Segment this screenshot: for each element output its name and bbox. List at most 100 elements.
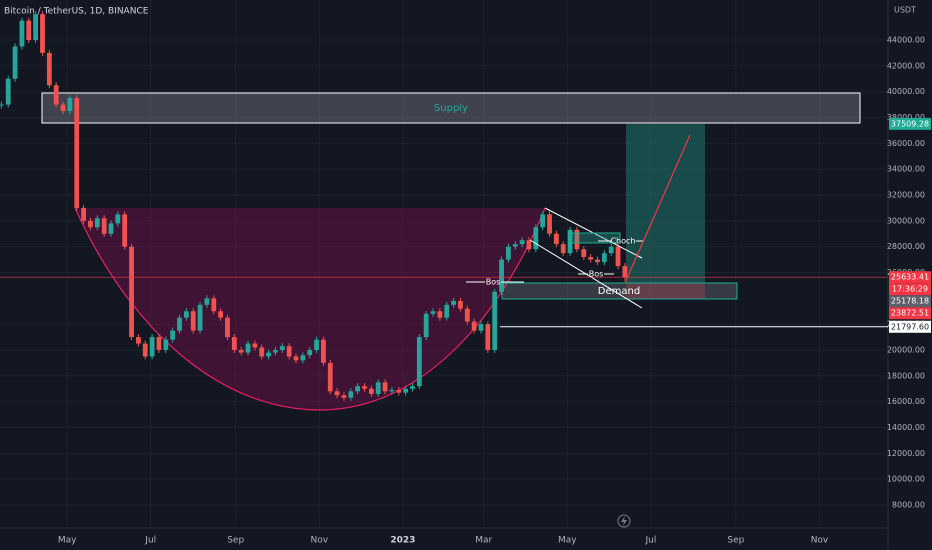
candle (238, 350, 244, 353)
x-tick-label: Nov (811, 536, 829, 546)
candle (506, 246, 511, 260)
candle (403, 388, 409, 393)
candle (245, 343, 251, 353)
candle (478, 324, 484, 331)
price-badge-label: 23872.51 (891, 309, 929, 318)
candle (410, 386, 415, 389)
x-tick-label: May (58, 536, 77, 546)
x-tick-label: May (558, 536, 577, 546)
candle (300, 355, 306, 361)
candle (5, 78, 11, 105)
candle (355, 386, 361, 392)
candle (588, 257, 594, 260)
candle (170, 330, 176, 340)
candle (88, 220, 93, 228)
replay-icon[interactable] (617, 514, 631, 528)
candle (458, 300, 463, 309)
candle (327, 362, 333, 392)
candle (26, 20, 32, 40)
chart-title: Bitcoin / TetherUS, 1D, BINANCE (4, 7, 149, 17)
candle (197, 304, 203, 331)
price-badge (889, 320, 931, 333)
candle (430, 311, 436, 314)
y-tick-label: 38000.00 (887, 113, 925, 122)
candle (334, 391, 340, 396)
candle (122, 214, 128, 247)
supply-label: Supply (434, 103, 468, 114)
candle (382, 382, 388, 392)
price-badge-label: 25633.41 (891, 273, 929, 282)
choch-label: Choch (610, 237, 635, 246)
candle (177, 317, 182, 331)
demand-label: Demand (598, 286, 640, 297)
candle (293, 356, 299, 361)
candle (464, 308, 470, 322)
price-badge-label: 37509.28 (891, 119, 929, 128)
y-tick-label: 20000.00 (887, 346, 925, 355)
candle (252, 343, 258, 348)
candle (567, 229, 573, 254)
candle (396, 390, 402, 393)
price-badge (889, 117, 931, 130)
target-path (624, 134, 691, 284)
price-badge-label: 17:36:29 (892, 285, 928, 294)
candle (314, 339, 319, 350)
candle (485, 324, 491, 350)
y-tick-label: 36000.00 (887, 139, 925, 148)
choch-zone (568, 232, 621, 244)
candle (12, 46, 18, 79)
candle (60, 104, 66, 112)
candle (94, 218, 100, 228)
candle (142, 343, 148, 357)
icon-bolt[interactable] (621, 516, 627, 526)
demand-zone (501, 282, 738, 300)
candle (101, 218, 107, 234)
candle (149, 337, 155, 357)
candle (211, 298, 217, 312)
price-badge (889, 307, 931, 320)
price-badge-label: 25178.18 (891, 297, 929, 306)
y-tick-label: 8000.00 (892, 501, 925, 510)
candle (67, 98, 73, 112)
y-tick-label: 32000.00 (887, 191, 925, 200)
candle (218, 311, 224, 318)
y-tick-label: 40000.00 (887, 87, 925, 96)
candle (74, 98, 80, 208)
price-badge-label: 21797.60 (891, 322, 929, 331)
candle (286, 346, 292, 357)
candle (362, 386, 367, 389)
bos-label: Bos (486, 278, 501, 287)
y-tick-label: 28000.00 (887, 242, 925, 251)
candle (46, 52, 52, 86)
y-tick-label: 30000.00 (887, 216, 925, 225)
y-tick-label: 42000.00 (887, 61, 925, 70)
target-zone (626, 124, 705, 283)
price-badge (889, 295, 931, 308)
candle (190, 311, 196, 331)
icon-ring[interactable] (617, 514, 631, 528)
candle (163, 339, 169, 350)
candle (81, 207, 86, 221)
candle (341, 395, 347, 398)
candle (266, 352, 271, 357)
candle (519, 240, 525, 245)
candle (574, 229, 580, 250)
candle (499, 259, 504, 292)
currency-label: USDT (894, 6, 916, 15)
candle (225, 317, 230, 338)
y-tick-label: 12000.00 (887, 449, 925, 458)
candle (526, 240, 532, 250)
candle (348, 391, 354, 398)
candle (231, 337, 237, 350)
candle (608, 246, 614, 254)
candle (40, 14, 45, 53)
candle (19, 20, 25, 47)
price-badge (889, 271, 931, 284)
candle (471, 321, 477, 331)
x-tick-label: Jul (644, 536, 656, 546)
candle (129, 246, 134, 338)
y-tick-label: 44000.00 (887, 36, 925, 45)
y-tick-label: 18000.00 (887, 371, 925, 380)
bos-label: Bos (589, 270, 604, 279)
